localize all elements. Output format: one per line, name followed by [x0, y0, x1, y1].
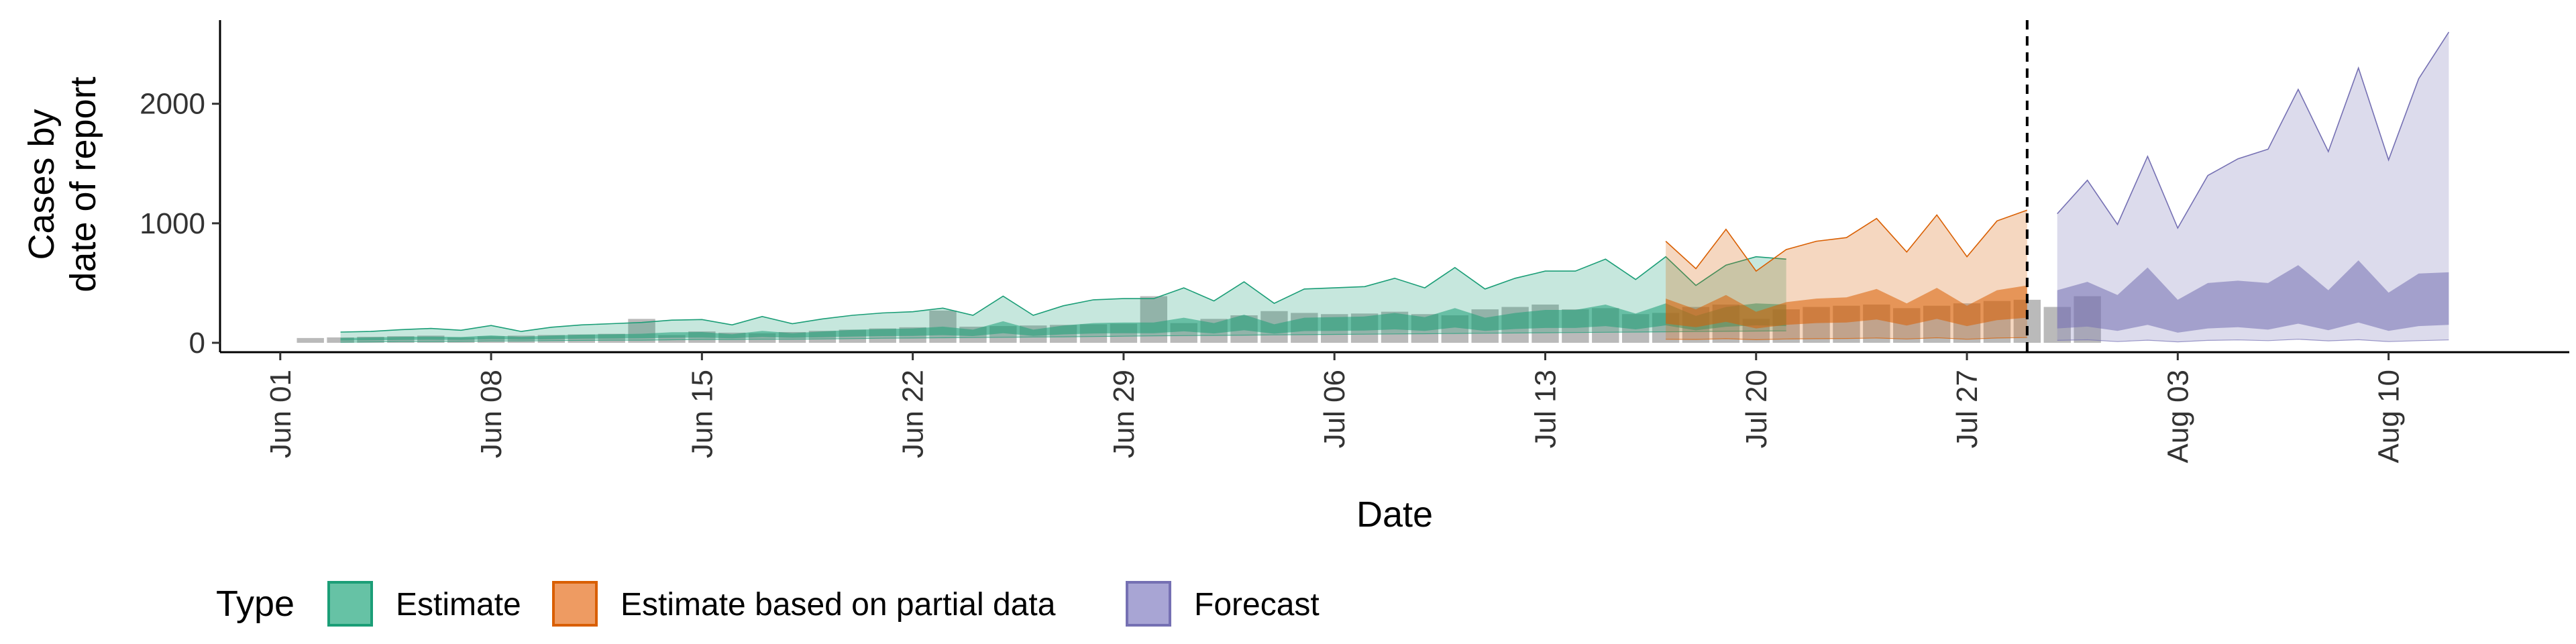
legend-item: Forecast — [1126, 581, 1320, 627]
x-tick-label: Jun 22 — [897, 370, 930, 458]
series-forecast — [2057, 32, 2450, 343]
x-tick-label: Jun 01 — [264, 370, 297, 458]
x-tick-label: Jul 13 — [1529, 370, 1562, 448]
x-tick-label: Jun 15 — [686, 370, 718, 458]
observed-bar — [1140, 296, 1168, 343]
inner-interval — [340, 303, 1786, 341]
outer-interval — [2057, 32, 2449, 342]
y-tick-label: 0 — [189, 327, 205, 360]
inner-interval — [1666, 285, 2027, 329]
x-tick-label: Jul 20 — [1740, 370, 1773, 448]
observed-bar — [658, 335, 686, 343]
outer-interval-lower-edge — [340, 330, 1786, 343]
legend-swatch — [552, 581, 598, 627]
x-tick-label: Jun 08 — [475, 370, 508, 458]
x-tick-label: Aug 10 — [2373, 370, 2406, 463]
x-axis-title: Date — [1356, 494, 1433, 535]
observed-bar — [297, 337, 324, 343]
legend-swatch — [1126, 581, 1171, 627]
y-tick-label: 1000 — [140, 207, 205, 240]
observed-bar — [447, 337, 475, 343]
legend-item: Estimate — [327, 581, 521, 627]
series-estimate-based-on-partial-data — [1665, 209, 2028, 341]
legend-swatch — [327, 581, 373, 627]
outer-interval-edge — [340, 256, 1786, 333]
y-axis-title-line: date of report — [63, 76, 103, 292]
observed-bar — [477, 336, 505, 343]
legend: Type Estimate Estimate based on partial da… — [216, 581, 1320, 627]
legend-label: Forecast — [1194, 587, 1320, 623]
legend-item: Estimate based on partial data — [552, 581, 1056, 627]
x-tick-label: Aug 03 — [2161, 370, 2194, 463]
legend-label: Estimate based on partial data — [621, 587, 1056, 623]
outer-interval-edge — [2057, 32, 2450, 229]
y-tick-label: 2000 — [140, 88, 205, 121]
legend-title: Type — [216, 584, 294, 624]
outer-interval-edge — [1665, 209, 2028, 272]
y-axis-title-line: Cases by — [21, 109, 62, 260]
y-axis-title: Cases bydate of report — [21, 76, 103, 292]
legend-label: Estimate — [396, 587, 521, 623]
x-tick-label: Jul 27 — [1951, 370, 1984, 448]
x-tick-label: Jul 06 — [1318, 370, 1351, 448]
axes-layer: 0 1000 2000 Jun 01 Jun 08 Jun 15 Jun 22 Jun 29 J… — [21, 20, 2569, 535]
inner-interval — [2057, 260, 2449, 333]
outer-interval-lower-edge — [2057, 339, 2449, 343]
observed-bar — [327, 337, 354, 343]
series-layer — [340, 32, 2450, 343]
x-tick-label: Jun 29 — [1108, 370, 1140, 458]
outer-interval-lower-edge — [1666, 337, 2027, 341]
series-estimate — [340, 256, 1786, 343]
